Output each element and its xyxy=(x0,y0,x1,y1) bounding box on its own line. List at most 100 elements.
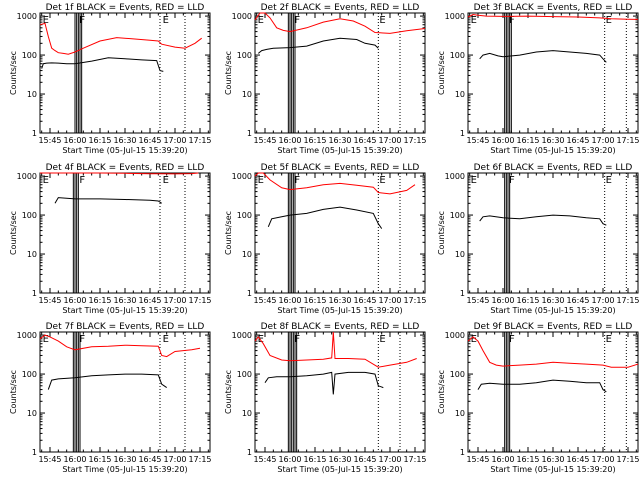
y-tick-label: 1 xyxy=(460,448,465,457)
events-series-line xyxy=(477,379,607,393)
y-tick-label: 1000 xyxy=(17,331,37,340)
panel-det-2: Det 2f BLACK = Events, RED = LLD 1 10 100 10… xyxy=(224,3,427,155)
marker-letter: E xyxy=(43,15,49,26)
marker-letter: F xyxy=(509,175,515,186)
y-tick-label: 10 xyxy=(455,250,465,259)
y-tick-label: 100 xyxy=(450,211,465,220)
x-tick-label: 16:45 xyxy=(353,455,376,464)
y-axis-label: Counts/sec xyxy=(9,211,18,255)
y-axis-label: Counts/sec xyxy=(224,211,233,255)
y-tick-label: 1000 xyxy=(17,172,37,181)
panel-det-6: Det 6f BLACK = Events, RED = LLD 1 10 100 10… xyxy=(437,163,640,315)
marker-letter: E xyxy=(379,175,385,186)
x-axis-label: Start Time (05-Jul-15 15:39:20) xyxy=(62,465,187,474)
x-tick-label: 16:15 xyxy=(516,136,539,145)
x-tick-label: 15:45 xyxy=(38,296,61,305)
y-tick-label: 10 xyxy=(27,90,37,99)
x-axis-label: Start Time (05-Jul-15 15:39:20) xyxy=(62,146,187,155)
x-axis-label: Start Time (05-Jul-15 15:39:20) xyxy=(490,306,615,315)
y-tick-label: 1 xyxy=(247,448,252,457)
x-tick-label: 17:00 xyxy=(163,296,186,305)
y-tick-label: 100 xyxy=(22,51,37,60)
y-tick-label: 100 xyxy=(450,51,465,60)
x-tick-label: 17:00 xyxy=(378,136,401,145)
x-tick-label: 17:15 xyxy=(188,455,211,464)
y-axis-label: Counts/sec xyxy=(9,51,18,95)
y-tick-label: 100 xyxy=(22,370,37,379)
panel-det-4: Det 4f BLACK = Events, RED = LLD 1 10 100 10… xyxy=(9,163,212,315)
lld-series-line xyxy=(254,331,417,368)
panel-det-3: Det 3f BLACK = Events, RED = LLD 1 10 100 10… xyxy=(437,3,640,155)
lld-series-line xyxy=(254,12,426,34)
x-tick-label: 15:45 xyxy=(466,296,489,305)
x-tick-label: 16:30 xyxy=(113,296,136,305)
x-tick-label: 16:15 xyxy=(303,455,326,464)
x-axis-label: Start Time (05-Jul-15 15:39:20) xyxy=(490,465,615,474)
y-tick-label: 1000 xyxy=(232,331,252,340)
x-tick-label: 17:15 xyxy=(616,455,639,464)
y-tick-label: 100 xyxy=(22,211,37,220)
marker-letter: F xyxy=(79,175,85,186)
y-tick-label: 10 xyxy=(455,409,465,418)
y-tick-label: 1000 xyxy=(232,172,252,181)
y-axis-label: Counts/sec xyxy=(437,51,446,95)
y-tick-label: 10 xyxy=(242,409,252,418)
lld-series-line xyxy=(40,172,199,175)
x-tick-label: 16:00 xyxy=(491,455,514,464)
y-tick-label: 1 xyxy=(247,129,252,138)
y-axis-label: Counts/sec xyxy=(437,211,446,255)
panel-title: Det 6f BLACK = Events, RED = LLD xyxy=(474,163,633,173)
marker-letter: E xyxy=(606,334,612,345)
y-tick-label: 100 xyxy=(237,51,252,60)
x-tick-label: 17:15 xyxy=(616,136,639,145)
y-tick-label: 10 xyxy=(242,250,252,259)
x-tick-label: 16:00 xyxy=(63,455,86,464)
x-axis-label: Start Time (05-Jul-15 15:39:20) xyxy=(277,465,402,474)
panel-title: Det 2f BLACK = Events, RED = LLD xyxy=(261,3,420,13)
x-axis-label: Start Time (05-Jul-15 15:39:20) xyxy=(490,146,615,155)
y-tick-label: 1000 xyxy=(445,172,465,181)
events-series-line xyxy=(264,371,384,395)
y-tick-label: 1 xyxy=(460,289,465,298)
y-tick-label: 100 xyxy=(237,211,252,220)
panel-det-9: Det 9f BLACK = Events, RED = LLD 1 10 100 10… xyxy=(437,322,640,474)
y-tick-label: 10 xyxy=(242,90,252,99)
x-tick-label: 16:00 xyxy=(278,136,301,145)
x-tick-label: 16:30 xyxy=(541,136,564,145)
x-tick-label: 17:00 xyxy=(163,136,186,145)
events-series-line xyxy=(479,214,607,226)
x-tick-label: 15:45 xyxy=(253,455,276,464)
x-tick-label: 16:15 xyxy=(303,136,326,145)
panel-title: Det 7f BLACK = Events, RED = LLD xyxy=(46,322,205,332)
x-tick-label: 16:15 xyxy=(88,136,111,145)
marker-letter: F xyxy=(509,334,515,345)
x-tick-label: 15:45 xyxy=(38,136,61,145)
x-tick-label: 16:15 xyxy=(516,296,539,305)
marker-letter: E xyxy=(471,334,477,345)
x-tick-label: 16:45 xyxy=(566,455,589,464)
x-tick-label: 17:15 xyxy=(616,296,639,305)
x-tick-label: 16:30 xyxy=(541,455,564,464)
lld-series-line xyxy=(39,22,203,55)
x-tick-label: 17:00 xyxy=(591,136,614,145)
marker-letter: F xyxy=(509,15,515,26)
panel-title: Det 5f BLACK = Events, RED = LLD xyxy=(261,163,420,173)
events-series-line xyxy=(54,197,162,204)
x-tick-label: 16:15 xyxy=(88,455,111,464)
x-tick-label: 17:15 xyxy=(403,296,426,305)
marker-letter: F xyxy=(294,334,300,345)
events-series-line xyxy=(257,37,379,54)
y-tick-label: 1 xyxy=(247,289,252,298)
x-tick-label: 16:00 xyxy=(491,136,514,145)
marker-letter: E xyxy=(471,15,477,26)
y-tick-label: 10 xyxy=(27,250,37,259)
marker-letter: E xyxy=(606,15,612,26)
x-tick-label: 16:30 xyxy=(328,136,351,145)
x-tick-label: 17:00 xyxy=(591,296,614,305)
x-tick-label: 16:00 xyxy=(63,136,86,145)
events-series-line xyxy=(41,57,164,72)
y-tick-label: 1000 xyxy=(445,331,465,340)
x-tick-label: 16:15 xyxy=(88,296,111,305)
